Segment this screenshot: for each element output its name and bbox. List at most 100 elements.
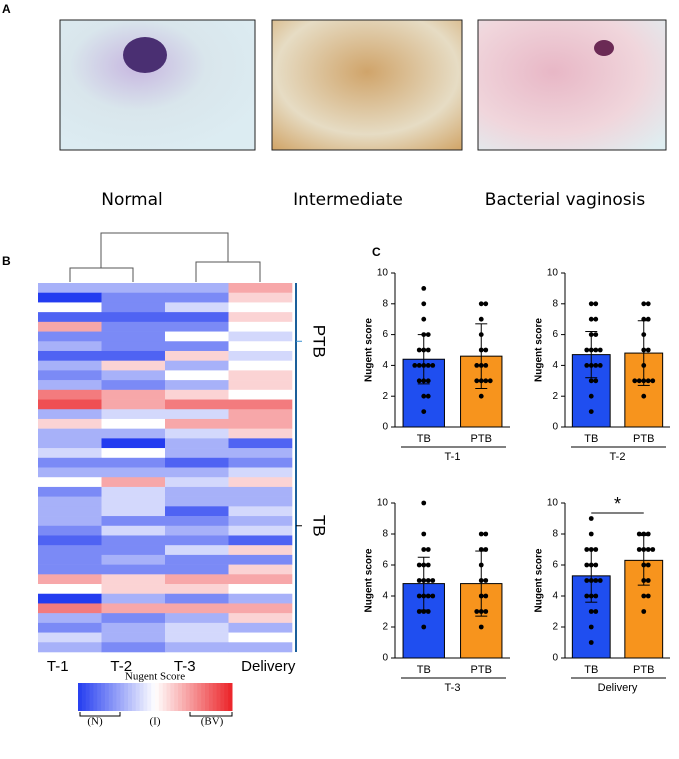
heatmap-cell	[165, 457, 229, 468]
data-point	[641, 609, 647, 614]
heatmap-cell	[228, 545, 293, 556]
heatmap-cell	[101, 632, 166, 643]
heatmap-cell	[101, 331, 166, 342]
image-caption: Intermediate	[293, 190, 403, 210]
x-tick-label: TB	[417, 433, 431, 445]
heatmap-cell	[228, 574, 293, 585]
y-tick-label: 8	[552, 529, 558, 540]
y-tick-label: 2	[552, 391, 558, 402]
data-point	[593, 301, 599, 307]
data-point	[425, 363, 431, 368]
data-point	[588, 624, 594, 630]
data-point	[632, 378, 638, 384]
data-point	[421, 624, 427, 630]
heatmap-cell	[101, 584, 166, 595]
heatmap-cell	[165, 622, 229, 633]
data-point	[645, 547, 651, 552]
heatmap-cell	[101, 642, 166, 653]
heatmap-cell	[165, 341, 229, 352]
heatmap-cell	[165, 360, 229, 371]
heatmap-cell	[101, 622, 166, 633]
heatmap-cell	[165, 506, 229, 517]
data-point	[416, 347, 422, 353]
colorbar-step	[193, 683, 198, 711]
x-tick-label: PTB	[633, 664, 654, 676]
heatmap-cell	[38, 603, 102, 614]
heatmap-cell	[165, 564, 229, 575]
colorbar	[78, 683, 233, 711]
colorbar-step	[81, 683, 87, 711]
data-point	[430, 363, 436, 368]
heatmap-cell	[38, 584, 102, 595]
data-point	[584, 562, 590, 568]
heatmap-cell	[101, 486, 166, 497]
heatmap-cell	[101, 525, 166, 536]
colorbar-step	[189, 683, 194, 711]
heatmap-cell	[38, 350, 102, 361]
x-axis-label: T-1	[445, 451, 461, 463]
heatmap-cell	[228, 506, 293, 517]
heatmap-cell	[228, 535, 293, 546]
data-point	[645, 347, 651, 353]
cell-stain	[123, 37, 167, 73]
colorbar-step	[108, 683, 114, 711]
heatmap-cell	[101, 283, 166, 294]
heatmap-cell	[38, 564, 102, 575]
heatmap-cell	[228, 370, 293, 381]
heatmap-cell	[228, 554, 293, 565]
y-tick-label: 0	[382, 422, 388, 433]
colorbar-step	[101, 683, 106, 711]
y-tick-label: 4	[382, 360, 388, 371]
x-tick-label: PTB	[633, 433, 654, 445]
data-point	[425, 393, 431, 399]
data-point	[421, 547, 427, 552]
data-point	[421, 301, 427, 307]
colorbar-step	[151, 683, 156, 711]
data-point	[416, 378, 422, 384]
heatmap-cell	[38, 477, 102, 488]
column-label: T-3	[174, 658, 196, 675]
data-point	[588, 301, 594, 307]
heatmap-cell	[101, 535, 166, 546]
image-caption: Bacterial vaginosis	[485, 190, 646, 210]
heatmap-cell	[101, 613, 166, 624]
colorbar-step	[143, 683, 148, 711]
heatmap-cell	[228, 380, 293, 391]
data-point	[584, 347, 590, 353]
data-point	[593, 609, 599, 614]
data-point	[593, 347, 599, 353]
heatmap-cell	[101, 438, 166, 449]
y-tick-label: 0	[552, 653, 558, 664]
data-point	[588, 609, 594, 614]
heatmap-cell	[228, 428, 293, 439]
heatmap-cell	[101, 292, 166, 303]
colorbar-step	[197, 683, 202, 711]
heatmap-cell	[228, 613, 293, 624]
data-point	[593, 363, 599, 368]
data-point	[483, 593, 489, 599]
heatmap-cell	[101, 380, 166, 391]
data-point	[593, 316, 599, 322]
x-tick-label: PTB	[471, 433, 492, 445]
heatmap-cell	[165, 584, 229, 595]
heatmap-cell	[38, 642, 102, 653]
heatmap-cell	[101, 350, 166, 361]
y-tick-label: 8	[552, 298, 558, 309]
colorbar-step	[174, 683, 179, 711]
heatmap-cell	[38, 399, 102, 410]
micrograph	[271, 19, 463, 151]
data-point	[650, 547, 656, 552]
data-point	[636, 547, 642, 552]
heatmap-cell	[38, 486, 102, 497]
heatmap-cell	[165, 642, 229, 653]
heatmap-cell	[165, 448, 229, 459]
data-point	[645, 593, 651, 599]
y-tick-label: 0	[382, 653, 388, 664]
heatmap-cell	[101, 603, 166, 614]
data-point	[421, 286, 427, 291]
heatmap-cell	[101, 545, 166, 556]
data-point	[597, 363, 603, 368]
data-point	[425, 593, 431, 599]
data-point	[588, 316, 594, 322]
heatmap-cell	[165, 613, 229, 624]
